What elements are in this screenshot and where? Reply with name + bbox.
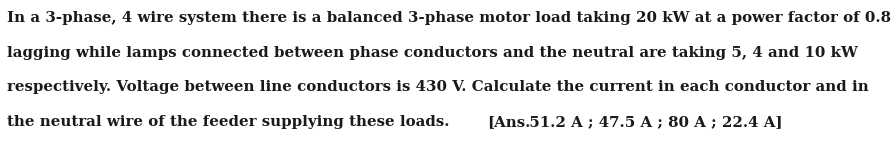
- Text: respectively. Voltage between line conductors is 430 V. Calculate the current in: respectively. Voltage between line condu…: [7, 80, 869, 94]
- Text: [Ans.: [Ans.: [487, 115, 530, 129]
- Text: lagging while lamps connected between phase conductors and the neutral are takin: lagging while lamps connected between ph…: [7, 46, 858, 60]
- Text: In a 3-phase, 4 wire system there is a balanced 3-phase motor load taking 20 kW : In a 3-phase, 4 wire system there is a b…: [7, 11, 891, 25]
- Text: the neutral wire of the feeder supplying these loads.: the neutral wire of the feeder supplying…: [7, 115, 450, 129]
- Text: 51.2 A ; 47.5 A ; 80 A ; 22.4 A]: 51.2 A ; 47.5 A ; 80 A ; 22.4 A]: [524, 115, 782, 129]
